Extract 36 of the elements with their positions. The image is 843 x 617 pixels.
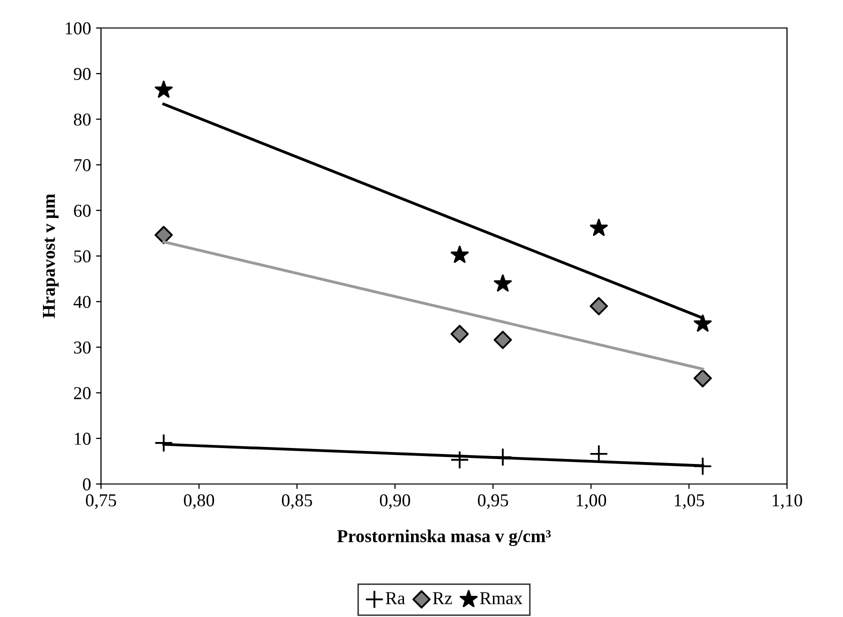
x-tick-label: 0,90 (380, 494, 410, 510)
x-axis-title: Prostorninska masa v g/cm³ (337, 530, 551, 546)
x-tick-label: 0,85 (282, 494, 312, 510)
point (694, 314, 712, 332)
point (154, 80, 173, 98)
x-tick-label: 1,00 (576, 494, 606, 510)
point (154, 226, 173, 244)
x-tick-label: 1,10 (772, 494, 802, 510)
point (450, 450, 470, 470)
point (590, 297, 608, 316)
point (154, 434, 174, 452)
y-tick-label: 80 (74, 113, 91, 126)
y-tick-label: 100 (66, 22, 91, 34)
legend-label: Rz (432, 592, 452, 604)
point (494, 274, 512, 292)
y-tick-label: 60 (74, 204, 91, 217)
y-tick-label: 70 (74, 159, 91, 172)
x-tick-label: 1,05 (674, 494, 704, 510)
y-tick-label: 0 (82, 478, 91, 490)
point (450, 324, 469, 344)
y-tick-label: 10 (74, 432, 91, 445)
y-tick-label: 40 (74, 296, 91, 308)
point (494, 330, 512, 350)
y-tick-label: 50 (74, 250, 91, 262)
x-tick-label: 0,75 (86, 494, 116, 510)
point (450, 246, 469, 263)
y-tick-label: 20 (74, 387, 91, 400)
legend-label: Rmax (480, 592, 522, 604)
y-tick-label: 90 (74, 68, 91, 80)
y-tick-label: 30 (74, 341, 91, 354)
legend-label: Ra (386, 592, 406, 604)
point (694, 369, 712, 388)
x-tick-label: 0,80 (184, 494, 214, 510)
y-axis-title: Hrapavost v µm (42, 194, 59, 318)
x-tick-label: 0,95 (478, 494, 508, 510)
point (590, 218, 608, 236)
